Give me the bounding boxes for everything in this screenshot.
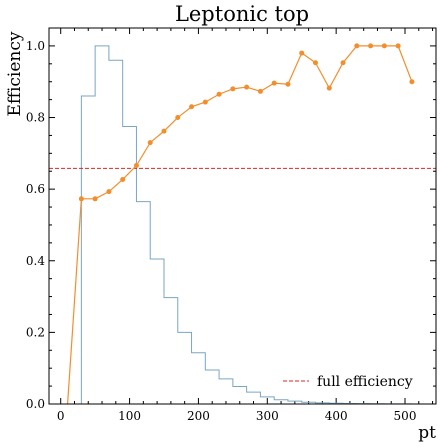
efficiency-point — [244, 84, 250, 90]
efficiency-point — [216, 91, 222, 97]
efficiency-point — [354, 43, 360, 49]
y-axis-label: Efficiency — [5, 31, 25, 116]
efficiency-point — [175, 115, 181, 121]
chart-title: Leptonic top — [175, 2, 309, 26]
efficiency-point — [106, 189, 112, 195]
efficiency-point — [340, 60, 346, 66]
efficiency-point — [230, 86, 236, 92]
y-tick-label: 0.4 — [26, 254, 45, 268]
efficiency-point — [326, 85, 332, 91]
efficiency-point — [189, 104, 195, 110]
efficiency-point — [133, 163, 139, 169]
x-tick-label: 100 — [118, 409, 141, 423]
y-tick-label: 0.0 — [26, 397, 45, 411]
histogram-step — [80, 45, 413, 405]
y-tick-label: 0.6 — [26, 182, 45, 196]
efficiency-point — [202, 99, 208, 105]
y-tick-label: 1.0 — [26, 39, 45, 53]
y-tick-label: 0.2 — [26, 325, 45, 339]
x-tick-label: 0 — [57, 409, 65, 423]
efficiency-point — [257, 88, 263, 94]
efficiency-point — [368, 43, 374, 49]
efficiency-point — [92, 196, 98, 202]
x-tick-label: 300 — [256, 409, 279, 423]
x-axis-label: pt — [418, 423, 436, 443]
axis-ticks — [49, 27, 436, 405]
plot-content — [49, 43, 436, 405]
x-tick-label: 200 — [187, 409, 210, 423]
efficiency-point — [381, 43, 387, 49]
efficiency-point — [161, 128, 167, 134]
plot-frame — [48, 27, 437, 405]
x-tick-label: 400 — [325, 409, 348, 423]
axis-tick-labels: 0 100 200 300 400 500 0.0 0.2 0.4 0.6 0.8 1.0 — [26, 39, 417, 423]
x-tick-label: 500 — [394, 409, 417, 423]
efficiency-line — [66, 45, 413, 405]
efficiency-point — [285, 81, 291, 87]
efficiency-point — [312, 60, 318, 66]
efficiency-point — [409, 79, 415, 85]
efficiency-point — [78, 196, 84, 202]
legend-label-full-efficiency: full efficiency — [317, 374, 413, 390]
efficiency-point — [271, 80, 277, 86]
y-tick-label: 0.8 — [26, 111, 45, 125]
efficiency-point — [147, 140, 153, 146]
legend: full efficiency — [283, 374, 413, 390]
efficiency-point — [395, 43, 401, 49]
efficiency-point — [120, 176, 126, 182]
efficiency-point — [299, 50, 305, 56]
